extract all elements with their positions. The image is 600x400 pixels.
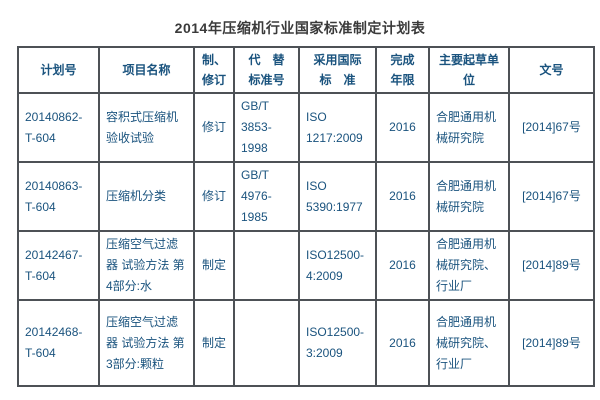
revision-type-cell: 制定 xyxy=(193,299,235,387)
header-row: 计划号 项目名称 制、 修订 代 替 标准号 采用国际 标 准 完成 年限 主要… xyxy=(17,46,595,94)
revision-type-cell: 制定 xyxy=(193,230,235,301)
drafting-unit-cell: 合肥通用机械研究院、行业厂 xyxy=(428,230,510,301)
document-number-cell: [2014]67号 xyxy=(508,161,595,232)
replaced-standard-cell xyxy=(233,299,300,387)
intl-standard-cell: ISO 5390:1977 xyxy=(298,161,377,232)
project-name-cell: 压缩空气过滤器 试验方法 第4部分:水 xyxy=(98,230,195,301)
table-row: 20142468-T-604 压缩空气过滤器 试验方法 第3部分:颗粒 制定 I… xyxy=(17,299,595,387)
revision-type-cell: 修订 xyxy=(193,161,235,232)
header-revision-type: 制、 修订 xyxy=(193,46,235,94)
document-number-cell: [2014]67号 xyxy=(508,92,595,163)
completion-year-cell: 2016 xyxy=(375,161,430,232)
standards-plan-table: 计划号 项目名称 制、 修订 代 替 标准号 采用国际 标 准 完成 年限 主要… xyxy=(17,46,595,387)
intl-standard-cell: ISO 1217:2009 xyxy=(298,92,377,163)
header-replaced-standard: 代 替 标准号 xyxy=(233,46,300,94)
replaced-standard-cell xyxy=(233,230,300,301)
document-number-cell: [2014]89号 xyxy=(508,299,595,387)
drafting-unit-cell: 合肥通用机械研究院 xyxy=(428,161,510,232)
completion-year-cell: 2016 xyxy=(375,92,430,163)
page-title: 2014年压缩机行业国家标准制定计划表 xyxy=(174,20,426,36)
drafting-unit-cell: 合肥通用机械研究院、行业厂 xyxy=(428,299,510,387)
header-drafting-unit: 主要起草单 位 xyxy=(428,46,510,94)
header-plan-number: 计划号 xyxy=(17,46,100,94)
header-completion-year: 完成 年限 xyxy=(375,46,430,94)
replaced-standard-cell: GB/T 4976-1985 xyxy=(233,161,300,232)
plan-number-cell: 20140863-T-604 xyxy=(17,161,100,232)
header-intl-standard: 采用国际 标 准 xyxy=(298,46,377,94)
drafting-unit-cell: 合肥通用机械研究院 xyxy=(428,92,510,163)
document-number-cell: [2014]89号 xyxy=(508,230,595,301)
project-name-cell: 容积式压缩机验收试验 xyxy=(98,92,195,163)
project-name-cell: 压缩机分类 xyxy=(98,161,195,232)
intl-standard-cell: ISO12500-3:2009 xyxy=(298,299,377,387)
table-row: 20140863-T-604 压缩机分类 修订 GB/T 4976-1985 I… xyxy=(17,161,595,232)
completion-year-cell: 2016 xyxy=(375,230,430,301)
header-document-number: 文号 xyxy=(508,46,595,94)
header-project-name: 项目名称 xyxy=(98,46,195,94)
plan-number-cell: 20142467-T-604 xyxy=(17,230,100,301)
plan-number-cell: 20140862-T-604 xyxy=(17,92,100,163)
completion-year-cell: 2016 xyxy=(375,299,430,387)
replaced-standard-cell: GB/T 3853-1998 xyxy=(233,92,300,163)
intl-standard-cell: ISO12500-4:2009 xyxy=(298,230,377,301)
project-name-cell: 压缩空气过滤器 试验方法 第3部分:颗粒 xyxy=(98,299,195,387)
revision-type-cell: 修订 xyxy=(193,92,235,163)
plan-number-cell: 20142468-T-604 xyxy=(17,299,100,387)
table-row: 20142467-T-604 压缩空气过滤器 试验方法 第4部分:水 制定 IS… xyxy=(17,230,595,301)
table-row: 20140862-T-604 容积式压缩机验收试验 修订 GB/T 3853-1… xyxy=(17,92,595,163)
